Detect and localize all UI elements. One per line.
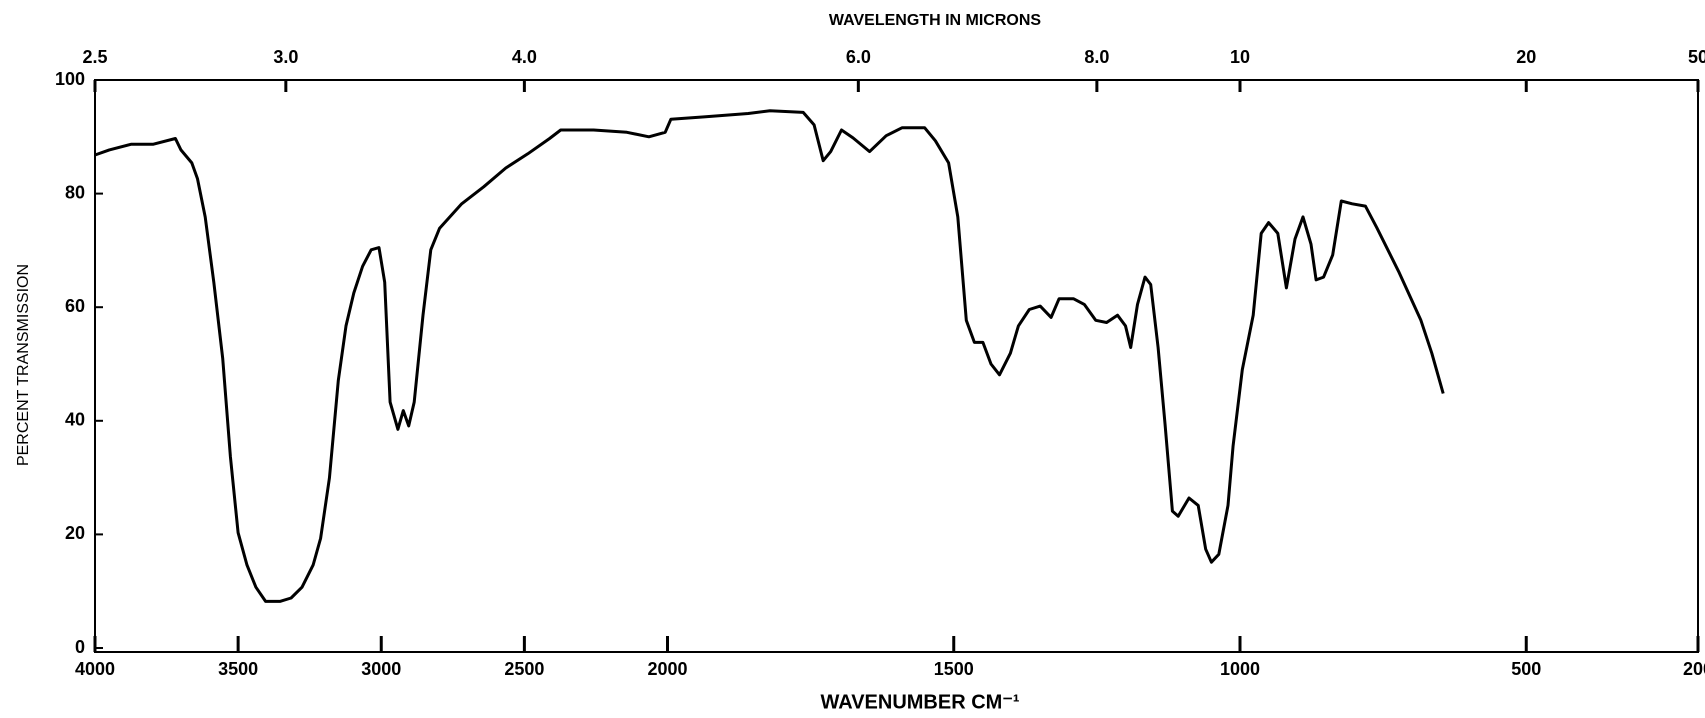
x-axis-label: WAVENUMBER CM⁻¹ (820, 691, 1019, 713)
x-tick-label: 500 (1511, 659, 1541, 679)
y-tick-label: 20 (65, 523, 85, 543)
x2-tick-label: 3.0 (273, 47, 298, 67)
x-tick-label: 3000 (361, 659, 401, 679)
x-tick-label: 2000 (647, 659, 687, 679)
top-axis-label: WAVELENGTH IN MICRONS (829, 12, 1041, 29)
x-tick-label: 200 (1683, 659, 1705, 679)
x2-tick-label: 6.0 (846, 47, 871, 67)
x2-tick-label: 8.0 (1084, 47, 1109, 67)
y-tick-label: 100 (55, 69, 85, 89)
y-tick-label: 0 (75, 637, 85, 657)
x2-tick-label: 50 (1688, 47, 1705, 67)
x-tick-label: 3500 (218, 659, 258, 679)
x-tick-label: 2500 (504, 659, 544, 679)
y-axis-label: PERCENT TRANSMISSION (15, 264, 32, 466)
x-tick-label: 4000 (75, 659, 115, 679)
x2-tick-label: 20 (1516, 47, 1536, 67)
x-tick-label: 1500 (934, 659, 974, 679)
y-tick-label: 40 (65, 410, 85, 430)
x-tick-label: 1000 (1220, 659, 1260, 679)
plot-frame (94, 79, 1699, 653)
spectrum-line (94, 109, 1445, 603)
x2-tick-label: 4.0 (512, 47, 537, 67)
x2-tick-label: 10 (1230, 47, 1250, 67)
y-tick-label: 80 (65, 182, 85, 202)
x2-tick-label: 2.5 (82, 47, 107, 67)
y-tick-label: 60 (65, 296, 85, 316)
